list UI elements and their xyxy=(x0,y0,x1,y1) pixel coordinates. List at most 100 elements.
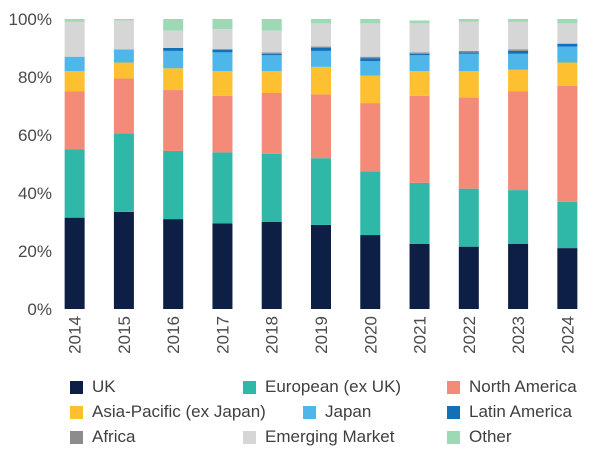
bar-segment xyxy=(360,56,381,59)
bar-segment xyxy=(212,223,233,309)
legend-label: UK xyxy=(92,377,116,396)
legend-item-european-ex-uk: European (ex UK) xyxy=(243,377,401,397)
bar-segment xyxy=(458,52,479,54)
bar-segment xyxy=(508,50,529,54)
bar-segment xyxy=(360,58,381,62)
bar-segment xyxy=(458,246,479,309)
bar-segment xyxy=(360,61,381,76)
legend-item-japan: Japan xyxy=(303,402,371,422)
y-axis: 0% 20% 40% 60% 80% 100% xyxy=(9,10,52,319)
legend-label: Asia-Pacific (ex Japan) xyxy=(92,402,266,421)
x-tick-label: 2023 xyxy=(509,316,528,354)
legend-swatch xyxy=(447,380,460,394)
bar-segment xyxy=(163,19,184,31)
bar-segment xyxy=(508,53,529,70)
bar-segment xyxy=(311,224,331,309)
bar-segment xyxy=(212,49,233,53)
bar-segment xyxy=(557,19,578,24)
bar-segment xyxy=(409,243,430,309)
bar-segment xyxy=(458,50,479,53)
legend-swatch xyxy=(70,405,83,419)
bar-segment xyxy=(311,94,331,159)
bar-segment xyxy=(409,95,430,183)
x-tick-label: 2022 xyxy=(460,316,479,354)
bar-segment xyxy=(557,248,578,309)
bar-segment xyxy=(311,48,331,51)
bar-segment xyxy=(212,152,233,224)
bar-segment xyxy=(113,133,134,212)
bar-segment xyxy=(261,52,282,54)
stacked-bar-chart: 0%20%40%60%80%100% 2014 2015 2016 2017 2018 2… xyxy=(9,10,578,354)
bar-segment xyxy=(360,235,381,309)
bar-segment xyxy=(409,182,430,244)
bar-segment xyxy=(212,52,233,72)
bar-segment xyxy=(64,21,85,57)
x-tick-label: 2020 xyxy=(361,316,380,354)
legend-item-north-america: North America xyxy=(447,377,577,397)
bar-segment xyxy=(113,19,134,21)
x-tick-label: 2017 xyxy=(213,316,232,354)
bar-segment xyxy=(508,91,529,191)
bar-segment xyxy=(508,243,529,309)
bar-segment xyxy=(311,46,331,48)
legend-label: Africa xyxy=(92,427,136,446)
bar-segment xyxy=(409,55,430,72)
bar-segment xyxy=(360,171,381,236)
legend-item-asia-pacific-ex-japan: Asia-Pacific (ex Japan) xyxy=(70,402,266,422)
bar-segment xyxy=(163,219,184,309)
y-tick-label: 40% xyxy=(18,184,52,203)
bar-segment xyxy=(557,23,578,44)
bar-segment xyxy=(163,150,184,220)
bar-segment xyxy=(409,71,430,96)
legend-label: Latin America xyxy=(469,402,572,421)
x-tick-label: 2016 xyxy=(164,316,183,354)
bar-segment xyxy=(458,97,479,189)
bar-segment xyxy=(64,217,85,309)
legend-swatch xyxy=(447,405,460,419)
bar-segment xyxy=(261,222,282,309)
y-tick-label: 100% xyxy=(9,10,52,29)
bar-segment xyxy=(261,53,282,56)
bar-segment xyxy=(458,71,479,98)
legend-swatch xyxy=(243,430,256,444)
bar-segment xyxy=(458,19,479,22)
legend-swatch xyxy=(303,405,316,419)
bars xyxy=(64,19,578,309)
bar-segment xyxy=(508,19,529,22)
x-tick-label: 2021 xyxy=(411,316,430,354)
bar-segment xyxy=(557,46,578,63)
legend-label: Emerging Market xyxy=(265,427,395,446)
bar-segment xyxy=(212,29,233,50)
bar-segment xyxy=(64,19,85,22)
bar-segment xyxy=(458,53,479,72)
bar-segment xyxy=(311,50,331,67)
bar-segment xyxy=(360,75,381,104)
x-tick-label: 2024 xyxy=(558,316,577,354)
bar-segment xyxy=(409,23,430,53)
y-tick-label: 60% xyxy=(18,126,52,145)
bar-segment xyxy=(212,71,233,96)
bar-segment xyxy=(163,68,184,91)
bar-segment xyxy=(311,158,331,225)
bar-segment xyxy=(360,23,381,57)
bar-segment xyxy=(113,49,134,63)
bar-segment xyxy=(557,85,578,202)
bar-segment xyxy=(113,211,134,309)
bar-segment xyxy=(64,71,85,92)
bar-segment xyxy=(508,190,529,244)
bar-segment xyxy=(64,91,85,150)
bar-segment xyxy=(508,69,529,92)
y-tick-label: 0% xyxy=(27,300,52,319)
bar-segment xyxy=(261,92,282,154)
bar-segment xyxy=(212,19,233,30)
legend-label: Other xyxy=(469,427,512,446)
bar-segment xyxy=(261,19,282,31)
bar-segment xyxy=(409,53,430,56)
bar-segment xyxy=(113,62,134,79)
legend-item-other: Other xyxy=(447,427,512,447)
y-tick-label: 20% xyxy=(18,242,52,261)
legend-item-uk: UK xyxy=(70,377,116,397)
legend-label: North America xyxy=(469,377,577,396)
x-tick-label: 2019 xyxy=(312,316,331,354)
bar-segment xyxy=(360,103,381,172)
